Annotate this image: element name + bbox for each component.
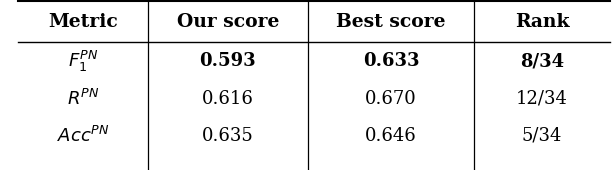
- Text: $R^{PN}$: $R^{PN}$: [67, 89, 99, 109]
- Text: 0.670: 0.670: [365, 90, 417, 108]
- Text: Best score: Best score: [336, 13, 446, 31]
- Text: 0.633: 0.633: [363, 52, 419, 70]
- Text: 12/34: 12/34: [516, 90, 568, 108]
- Text: Rank: Rank: [515, 13, 569, 31]
- Text: 0.593: 0.593: [200, 52, 256, 70]
- Text: Our score: Our score: [177, 13, 279, 31]
- Text: Metric: Metric: [48, 13, 118, 31]
- Text: 0.646: 0.646: [365, 127, 417, 145]
- Text: 5/34: 5/34: [522, 127, 562, 145]
- Text: 8/34: 8/34: [520, 52, 564, 70]
- Text: $F_1^{PN}$: $F_1^{PN}$: [68, 49, 99, 74]
- Text: 0.616: 0.616: [202, 90, 254, 108]
- Text: 0.635: 0.635: [202, 127, 254, 145]
- Text: $Acc^{PN}$: $Acc^{PN}$: [57, 126, 110, 146]
